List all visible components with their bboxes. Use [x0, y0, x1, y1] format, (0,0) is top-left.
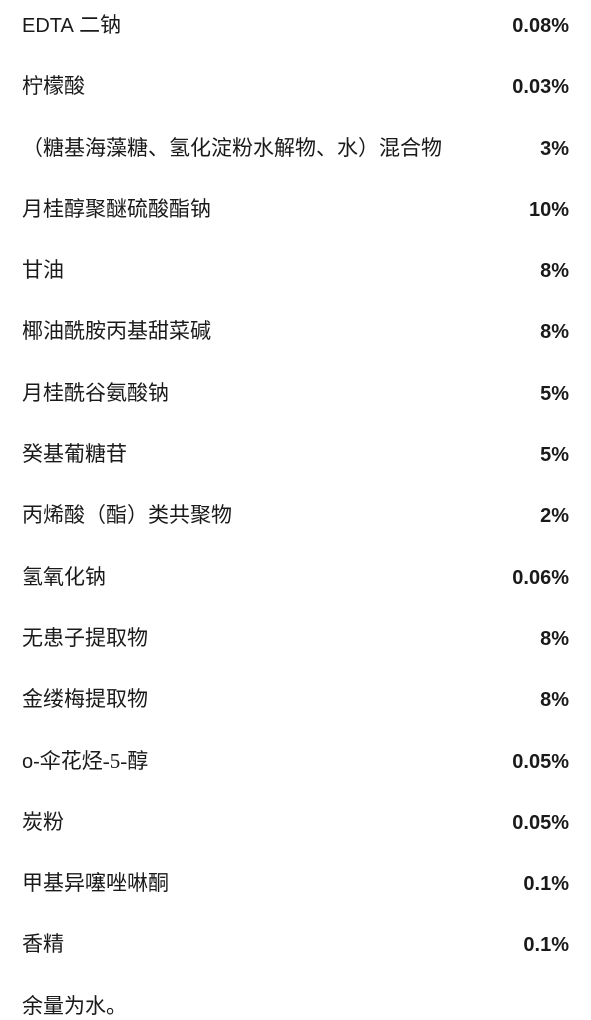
ingredient-text-pre: 金缕梅提取物	[22, 687, 148, 711]
ingredient-percentage: 8%	[540, 687, 569, 713]
ingredient-text-pre: 炭粉	[22, 810, 64, 834]
ingredient-percentage: 8%	[540, 258, 569, 284]
ingredient-text-latin: EDTA	[22, 15, 74, 37]
ingredient-row: 丙烯酸（酯）类共聚物 2%	[22, 502, 569, 529]
ingredient-row: 无患子提取物 8%	[22, 625, 569, 652]
ingredient-text-pre: 椰油酰胺丙基甜菜碱	[22, 319, 211, 343]
ingredient-percentage: 5%	[540, 381, 569, 407]
ingredient-text-pre: 月桂醇聚醚硫酸酯钠	[22, 197, 211, 221]
ingredient-name: 金缕梅提取物	[22, 686, 540, 713]
ingredient-percentage: 0.05%	[512, 749, 569, 775]
ingredient-row: 甘油 8%	[22, 257, 569, 284]
ingredient-name: o-伞花烃-5-醇	[22, 748, 512, 775]
ingredient-row: 金缕梅提取物 8%	[22, 686, 569, 713]
ingredient-text-pre: 甘油	[22, 258, 64, 282]
ingredient-name: 甘油	[22, 257, 540, 284]
ingredient-row: 甲基异噻唑啉酮 0.1%	[22, 870, 569, 897]
ingredient-name: EDTA 二钠	[22, 12, 512, 39]
ingredient-text-pre: 柠檬酸	[22, 74, 85, 98]
ingredient-percentage: 10%	[529, 197, 569, 223]
ingredient-text-pre: 氢氧化钠	[22, 565, 106, 589]
ingredient-name: 癸基葡糖苷	[22, 441, 540, 468]
ingredient-name: 丙烯酸（酯）类共聚物	[22, 502, 540, 529]
ingredient-name: 椰油酰胺丙基甜菜碱	[22, 318, 540, 345]
ingredient-text-pre: 香精	[22, 932, 64, 956]
ingredient-percentage: 3%	[540, 136, 569, 162]
ingredient-row: 癸基葡糖苷 5%	[22, 441, 569, 468]
ingredient-name: 氢氧化钠	[22, 564, 512, 591]
ingredient-percentage: 0.08%	[512, 13, 569, 39]
ingredient-text-pre: 癸基葡糖苷	[22, 442, 127, 466]
ingredient-name: 月桂醇聚醚硫酸酯钠	[22, 196, 529, 223]
ingredient-row: 月桂醇聚醚硫酸酯钠 10%	[22, 196, 569, 223]
ingredient-text-latin: o-	[22, 751, 40, 773]
ingredient-row: EDTA 二钠0.08%	[22, 12, 569, 39]
ingredient-percentage: 0.1%	[523, 871, 569, 897]
ingredient-row: 柠檬酸 0.03%	[22, 73, 569, 100]
ingredient-percentage: 5%	[540, 442, 569, 468]
ingredient-row: 炭粉 0.05%	[22, 809, 569, 836]
ingredient-text-pre: （糖基海藻糖、氢化淀粉水解物、水）混合物	[22, 136, 442, 160]
ingredient-percentage: 8%	[540, 319, 569, 345]
ingredient-list: EDTA 二钠0.08%柠檬酸0.03%（糖基海藻糖、氢化淀粉水解物、水）混合物…	[0, 0, 591, 1020]
ingredient-percentage: 2%	[540, 503, 569, 529]
ingredient-row: （糖基海藻糖、氢化淀粉水解物、水）混合物 3%	[22, 135, 569, 162]
ingredient-name: 炭粉	[22, 809, 512, 836]
ingredient-name: 无患子提取物	[22, 625, 540, 652]
ingredient-text-pre: 月桂酰谷氨酸钠	[22, 381, 169, 405]
ingredient-text-post: 伞花烃-5-醇	[40, 749, 149, 773]
ingredient-percentage: 0.03%	[512, 74, 569, 100]
ingredient-row: 椰油酰胺丙基甜菜碱 8%	[22, 318, 569, 345]
ingredient-text-pre: 无患子提取物	[22, 626, 148, 650]
ingredient-row: o-伞花烃-5-醇0.05%	[22, 748, 569, 775]
ingredient-text-pre: 甲基异噻唑啉酮	[22, 871, 169, 895]
ingredient-percentage: 0.05%	[512, 810, 569, 836]
ingredient-name: 甲基异噻唑啉酮	[22, 870, 523, 897]
ingredient-row: 月桂酰谷氨酸钠 5%	[22, 380, 569, 407]
footer-note: 余量为水。	[22, 993, 569, 1020]
ingredient-name: 香精	[22, 931, 523, 958]
ingredient-text-post: 二钠	[74, 13, 121, 37]
ingredient-text-pre: 丙烯酸（酯）类共聚物	[22, 503, 232, 527]
ingredient-name: 柠檬酸	[22, 73, 512, 100]
ingredient-row: 香精 0.1%	[22, 931, 569, 958]
ingredient-percentage: 0.06%	[512, 565, 569, 591]
ingredient-row: 氢氧化钠 0.06%	[22, 564, 569, 591]
ingredient-percentage: 0.1%	[523, 932, 569, 958]
ingredient-percentage: 8%	[540, 626, 569, 652]
ingredient-name: （糖基海藻糖、氢化淀粉水解物、水）混合物	[22, 135, 540, 162]
ingredient-name: 月桂酰谷氨酸钠	[22, 380, 540, 407]
